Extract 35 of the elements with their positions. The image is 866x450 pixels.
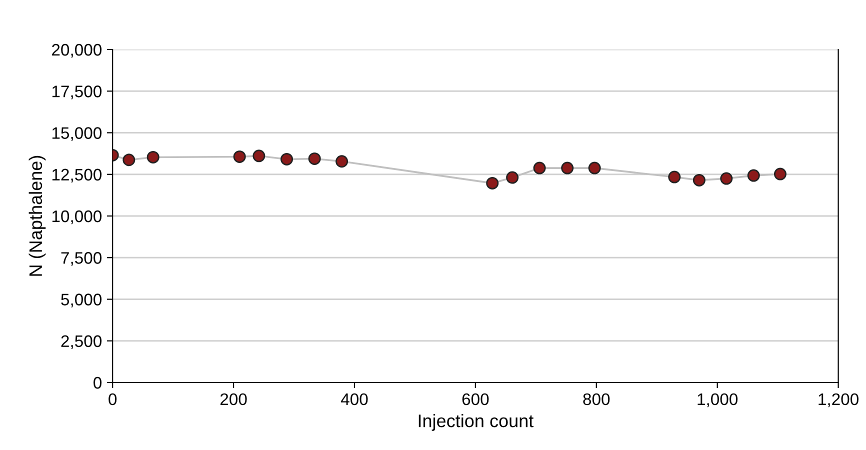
y-tick-label: 10,000 [52, 210, 102, 224]
point [747, 169, 760, 182]
point [692, 174, 706, 186]
point [233, 150, 246, 163]
y-tick-label: 15,000 [52, 127, 102, 141]
point [533, 162, 546, 174]
point [588, 162, 601, 174]
point [774, 168, 786, 180]
point [146, 150, 160, 164]
point [506, 171, 519, 184]
x-tick-label: 1,200 [818, 393, 858, 408]
y-axis-title: N (Napthalene) [28, 156, 46, 276]
y-tick-label: 12,500 [52, 168, 102, 183]
y-tick-label: 0 [94, 376, 102, 389]
point [308, 152, 321, 165]
y-tick-label: 5,000 [61, 294, 102, 308]
x-tick-label: 800 [583, 393, 610, 406]
x-tick-label: 600 [462, 393, 489, 406]
point [668, 170, 681, 184]
point [720, 172, 733, 185]
y-tick-label: 20,000 [52, 44, 102, 58]
point [280, 152, 293, 166]
point [561, 162, 574, 174]
y-tick-label: 7,500 [61, 252, 102, 266]
x-tick-label: 1,000 [698, 393, 738, 408]
y-tick-label: 2,500 [61, 335, 102, 350]
point [336, 155, 348, 168]
point [486, 176, 499, 190]
x-tick-label: 400 [340, 393, 368, 406]
y-tick-label: 17,500 [52, 86, 102, 100]
point [122, 154, 136, 166]
x-axis-title: Injection count [418, 414, 534, 431]
point [252, 150, 266, 162]
x-tick-label: 200 [220, 393, 247, 406]
x-tick-label: 0 [108, 393, 117, 406]
